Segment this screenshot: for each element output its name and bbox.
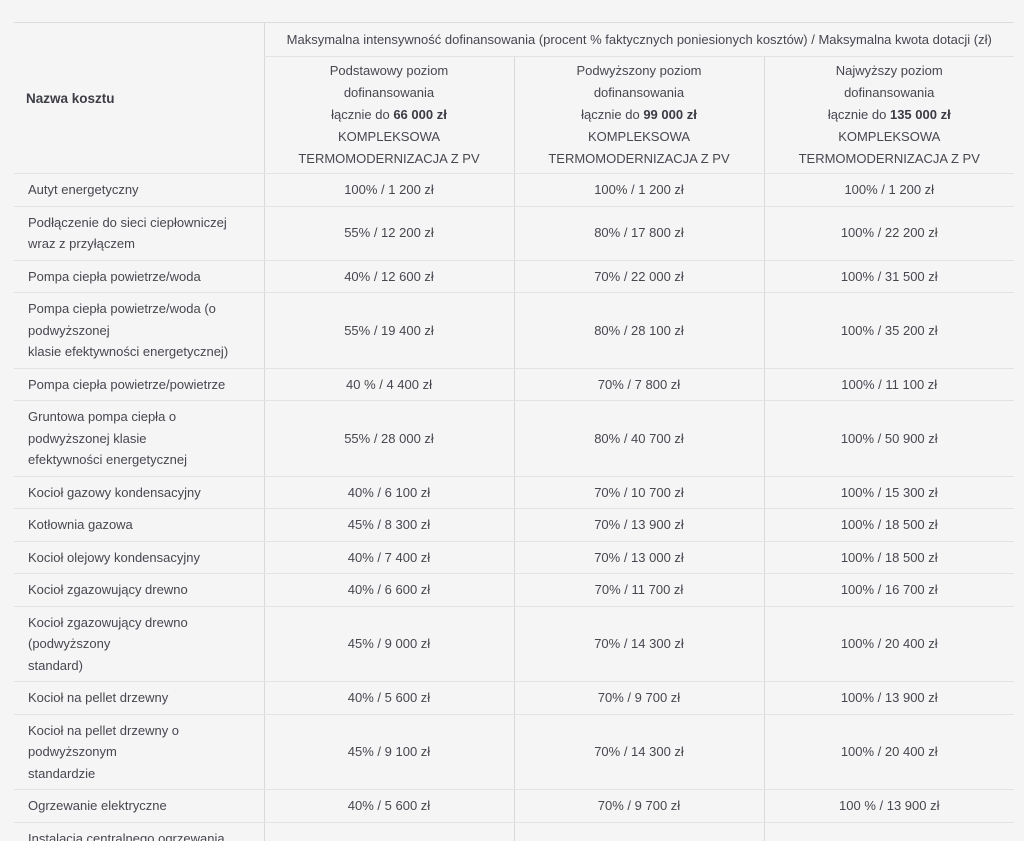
highest-level-value: 100% / 18 500 zł bbox=[763, 508, 1014, 542]
cost-name: Kotłownia gazowa bbox=[14, 508, 264, 542]
cost-name: Kocioł olejowy kondensacyjny bbox=[14, 541, 264, 574]
subsidy-levels-table: Nazwa kosztu Maksymalna intensywność dof… bbox=[14, 22, 1014, 841]
cost-name: Kocioł zgazowujący drewno (podwyższony s… bbox=[14, 606, 264, 682]
level-program: KOMPLEKSOWA TERMOMODERNIZACJA Z PV bbox=[798, 129, 980, 166]
table-row: Instalacja centralnego ogrzewania Instal… bbox=[14, 822, 1014, 841]
elevated-level-value: 80% / 40 700 zł bbox=[513, 400, 764, 477]
basic-level-value: 40% / 6 100 zł bbox=[263, 476, 514, 509]
level-program: KOMPLEKSOWA TERMOMODERNIZACJA Z PV bbox=[548, 129, 730, 166]
highest-level-value: 100% / 16 700 zł bbox=[763, 573, 1014, 607]
table-row: Kocioł olejowy kondensacyjny 40% / 7 400… bbox=[14, 541, 1014, 574]
cost-name: Pompa ciepła powietrze/woda (o podwyższo… bbox=[14, 292, 264, 369]
basic-level-value: 45% / 9 000 zł bbox=[263, 606, 514, 682]
max-intensity-header: Maksymalna intensywność dofinansowania (… bbox=[263, 22, 1014, 57]
cost-name: Instalacja centralnego ogrzewania Instal… bbox=[14, 822, 264, 841]
table-row: Kotłownia gazowa 45% / 8 300 zł 70% / 13… bbox=[14, 508, 1014, 542]
table-row: Kocioł na pellet drzewny o podwyższonym … bbox=[14, 714, 1014, 790]
cost-name: Gruntowa pompa ciepła o podwyższonej kla… bbox=[14, 400, 264, 477]
cost-name: Podłączenie do sieci ciepłowniczej wraz … bbox=[14, 206, 264, 261]
table-row: Kocioł zgazowujący drewno (podwyższony s… bbox=[14, 606, 1014, 682]
level-amount-line: łącznie do 135 000 zł bbox=[827, 107, 951, 122]
table-row: Kocioł zgazowujący drewno 40% / 6 600 zł… bbox=[14, 573, 1014, 607]
cost-name: Kocioł na pellet drzewny bbox=[14, 681, 264, 715]
highest-level-value: 100 % / 13 900 zł bbox=[763, 789, 1014, 823]
cost-name: Pompa ciepła powietrze/woda bbox=[14, 260, 264, 293]
highest-level-value: 100% / 18 500 zł bbox=[763, 541, 1014, 574]
level-amount: 135 000 zł bbox=[889, 107, 951, 122]
elevated-level-value: 70% / 13 000 zł bbox=[513, 541, 764, 574]
basic-level-value: 45% / 8 300 zł bbox=[263, 508, 514, 542]
level-program: KOMPLEKSOWA TERMOMODERNIZACJA Z PV bbox=[298, 129, 480, 166]
highest-level-value: 100% / 1 200 zł bbox=[763, 173, 1014, 207]
cost-name: Pompa ciepła powietrze/powietrze bbox=[14, 368, 264, 401]
table-row: Pompa ciepła powietrze/powietrze 40 % / … bbox=[14, 368, 1014, 401]
elevated-level-value: 80% / 17 800 zł bbox=[513, 206, 764, 261]
cost-name: Kocioł na pellet drzewny o podwyższonym … bbox=[14, 714, 264, 790]
cost-name: Kocioł gazowy kondensacyjny bbox=[14, 476, 264, 509]
basic-level-value: 55% / 12 200 zł bbox=[263, 206, 514, 261]
table-header: Nazwa kosztu Maksymalna intensywność dof… bbox=[14, 22, 1014, 174]
elevated-level-value: 70% / 11 700 zł bbox=[513, 573, 764, 607]
elevated-level-value: 70% / 14 300 zł bbox=[513, 606, 764, 682]
basic-level-value: 40 % / 4 400 zł bbox=[263, 368, 514, 401]
highest-level-value: 100% / 20 400 zł bbox=[763, 714, 1014, 790]
elevated-level-value: 80% / 28 100 zł bbox=[513, 292, 764, 369]
table-row: Pompa ciepła powietrze/woda 40% / 12 600… bbox=[14, 260, 1014, 293]
highest-level-value: 100% / 50 900 zł bbox=[763, 400, 1014, 477]
basic-level-value: 40% / 7 400 zł bbox=[263, 541, 514, 574]
basic-level-value: 55% / 28 000 zł bbox=[263, 400, 514, 477]
basic-level-value: 40% / 12 600 zł bbox=[263, 260, 514, 293]
highest-level-value: 100% / 11 100 zł bbox=[763, 368, 1014, 401]
level-header-elevated: Podwyższony poziom dofinansowania łączni… bbox=[513, 56, 764, 174]
elevated-level-value: 70% / 7 800 zł bbox=[513, 368, 764, 401]
basic-level-value: 100% / 1 200 zł bbox=[263, 173, 514, 207]
highest-level-value: 100% / 13 900 zł bbox=[763, 681, 1014, 715]
level-amount-line: łącznie do 66 000 zł bbox=[331, 107, 447, 122]
basic-level-value: 40% / 8 100 zł bbox=[263, 822, 514, 841]
level-header-highest: Najwyższy poziom dofinansowania łącznie … bbox=[763, 56, 1014, 174]
highest-level-value: 100% / 20 400 zł bbox=[763, 822, 1014, 841]
cost-name: Kocioł zgazowujący drewno bbox=[14, 573, 264, 607]
table-row: Podłączenie do sieci ciepłowniczej wraz … bbox=[14, 206, 1014, 261]
table-row: Gruntowa pompa ciepła o podwyższonej kla… bbox=[14, 400, 1014, 477]
elevated-level-value: 100% / 1 200 zł bbox=[513, 173, 764, 207]
highest-level-value: 100% / 35 200 zł bbox=[763, 292, 1014, 369]
elevated-level-value: 70% / 13 900 zł bbox=[513, 508, 764, 542]
header-row-top: Nazwa kosztu Maksymalna intensywność dof… bbox=[14, 22, 1014, 174]
highest-level-value: 100% / 22 200 zł bbox=[763, 206, 1014, 261]
level-amount: 66 000 zł bbox=[393, 107, 447, 122]
cost-name: Ogrzewanie elektryczne bbox=[14, 789, 264, 823]
table-row: Kocioł gazowy kondensacyjny 40% / 6 100 … bbox=[14, 476, 1014, 509]
elevated-level-value: 70% / 9 700 zł bbox=[513, 789, 764, 823]
level-amount-line: łącznie do 99 000 zł bbox=[581, 107, 697, 122]
elevated-level-value: 70% / 9 700 zł bbox=[513, 681, 764, 715]
table-row: Pompa ciepła powietrze/woda (o podwyższo… bbox=[14, 292, 1014, 369]
level-amount: 99 000 zł bbox=[643, 107, 697, 122]
highest-level-value: 100% / 31 500 zł bbox=[763, 260, 1014, 293]
basic-level-value: 45% / 9 100 zł bbox=[263, 714, 514, 790]
table-row: Ogrzewanie elektryczne 40% / 5 600 zł 70… bbox=[14, 789, 1014, 823]
highest-level-value: 100% / 15 300 zł bbox=[763, 476, 1014, 509]
elevated-level-value: 70% / 10 700 zł bbox=[513, 476, 764, 509]
basic-level-value: 40% / 6 600 zł bbox=[263, 573, 514, 607]
basic-level-value: 40% / 5 600 zł bbox=[263, 789, 514, 823]
table-body: Autyt energetyczny 100% / 1 200 zł 100% … bbox=[14, 173, 1014, 841]
table-row: Kocioł na pellet drzewny 40% / 5 600 zł … bbox=[14, 681, 1014, 715]
cost-name: Autyt energetyczny bbox=[14, 173, 264, 207]
highest-level-value: 100% / 20 400 zł bbox=[763, 606, 1014, 682]
elevated-level-value: 70% / 14 300 zł bbox=[513, 714, 764, 790]
header-row-levels: Podstawowy poziom dofinansowania łącznie… bbox=[14, 56, 1014, 174]
level-title: Podwyższony poziom dofinansowania bbox=[576, 63, 702, 100]
level-header-basic: Podstawowy poziom dofinansowania łącznie… bbox=[263, 56, 514, 174]
level-title: Najwyższy poziom dofinansowania bbox=[835, 63, 943, 100]
basic-level-value: 40% / 5 600 zł bbox=[263, 681, 514, 715]
name-column-header: Nazwa kosztu bbox=[14, 22, 264, 174]
basic-level-value: 55% / 19 400 zł bbox=[263, 292, 514, 369]
level-title: Podstawowy poziom dofinansowania bbox=[329, 63, 449, 100]
elevated-level-value: 70% / 22 000 zł bbox=[513, 260, 764, 293]
elevated-level-value: 70% / 14 300 zł bbox=[513, 822, 764, 841]
table-row: Autyt energetyczny 100% / 1 200 zł 100% … bbox=[14, 173, 1014, 207]
